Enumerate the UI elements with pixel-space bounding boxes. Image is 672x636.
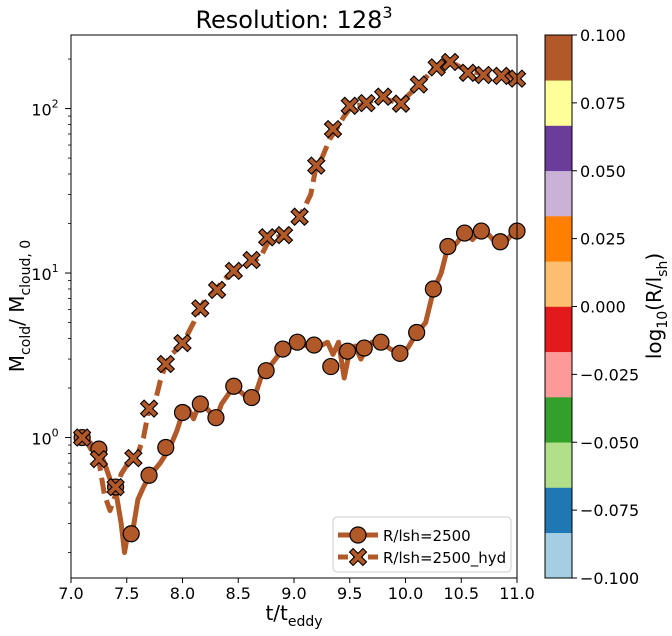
- data-point-circle: [472, 222, 490, 240]
- x-tick-label: 9.0: [281, 584, 306, 603]
- colorbar-segment: [545, 442, 572, 488]
- x-tick-label: 8.5: [226, 584, 251, 603]
- x-tick-label: 7.5: [114, 584, 139, 603]
- colorbar-tick-label: −0.100: [580, 569, 639, 588]
- data-point-x: [89, 449, 109, 469]
- x-axis-label: t/teddy: [265, 601, 322, 630]
- colorbar-segment: [545, 351, 572, 398]
- colorbar-segment: [545, 80, 572, 126]
- data-point-circle: [424, 280, 442, 298]
- data-point-circle: [305, 336, 323, 354]
- data-point-x: [274, 225, 294, 245]
- data-point-x: [156, 354, 176, 374]
- colorbar-segment: [545, 306, 572, 353]
- colorbar-tick-label: −0.050: [580, 433, 639, 452]
- x-tick-label: 10.5: [443, 584, 479, 603]
- x-tick-label: 11.0: [499, 584, 535, 603]
- legend-label: R/lsh=2500_hyd: [383, 549, 506, 568]
- x-tick-label: 8.0: [170, 584, 195, 603]
- y-axis: 100 101 102: [31, 58, 71, 553]
- colorbar-tick-label: 0.100: [580, 26, 626, 45]
- data-point-circle: [349, 526, 367, 544]
- data-point-circle: [355, 339, 373, 357]
- data-point-circle: [491, 233, 509, 251]
- data-point-x: [191, 299, 210, 318]
- data-point-x: [307, 156, 326, 175]
- data-point-x: [139, 399, 159, 418]
- data-point-x: [124, 448, 143, 468]
- data-point-x: [290, 207, 309, 226]
- data-point-x: [106, 477, 125, 497]
- data-point-x: [409, 75, 429, 94]
- data-point-circle: [122, 525, 140, 543]
- colorbar-tick-label: 0.000: [580, 298, 626, 317]
- y-axis-label: Mcold/ Mcloud, 0: [5, 240, 34, 372]
- data-point-circle: [225, 377, 243, 395]
- x-tick-label: 7.0: [58, 584, 83, 603]
- data-point-x: [427, 58, 446, 77]
- data-point-circle: [288, 333, 306, 351]
- data-point-circle: [391, 344, 409, 362]
- colorbar-segment: [545, 532, 572, 579]
- marker-layer: [72, 52, 527, 543]
- data-point-circle: [207, 409, 225, 427]
- data-point-x: [357, 93, 376, 113]
- data-point-circle: [372, 333, 390, 351]
- colorbar-tick-label: −0.025: [580, 365, 639, 384]
- data-point-circle: [257, 362, 275, 380]
- colorbar-label: log10(R/lsh): [642, 253, 671, 359]
- x-tick-label: 10.0: [388, 584, 424, 603]
- y-tick-label: 100: [31, 427, 58, 449]
- data-point-x: [257, 228, 277, 247]
- data-point-x: [391, 94, 411, 113]
- colorbar-segment: [545, 487, 572, 534]
- colorbar-segment: [545, 261, 572, 307]
- colorbar-tick-label: 0.050: [580, 162, 626, 181]
- data-point-x: [207, 280, 227, 300]
- data-point-circle: [408, 323, 426, 342]
- data-point-x: [72, 428, 92, 447]
- legend: R/lsh=2500 R/lsh=2500_hyd: [332, 516, 512, 573]
- colorbar-tick-label: 0.025: [580, 230, 626, 249]
- data-point-x: [340, 96, 360, 116]
- colorbar-segment: [545, 397, 572, 443]
- data-point-x: [474, 65, 493, 85]
- data-point-circle: [173, 403, 192, 422]
- x-axis: 7.0 7.5 8.0 8.5 9.0 9.5 10.0 10.5 11.0: [58, 578, 535, 603]
- colorbar-segment: [545, 125, 572, 172]
- data-point-x: [173, 333, 192, 353]
- colorbar-segment: [545, 170, 572, 217]
- data-point-x: [492, 66, 511, 86]
- data-point-x: [224, 261, 244, 281]
- data-point-circle: [274, 340, 292, 358]
- colorbar-segment: [545, 216, 572, 262]
- data-point-circle: [439, 237, 457, 256]
- data-point-x: [242, 250, 261, 270]
- colorbar-segment: [545, 35, 572, 81]
- data-point-circle: [157, 438, 175, 457]
- chart-title: Resolution: 1283: [195, 3, 392, 34]
- x-tick-label: 9.5: [337, 584, 362, 603]
- data-point-x: [458, 63, 478, 83]
- colorbar-tick-label: 0.075: [580, 94, 626, 113]
- legend-label: R/lsh=2500: [383, 527, 471, 545]
- data-point-circle: [191, 395, 209, 413]
- data-point-circle: [338, 342, 357, 360]
- y-tick-label: 101: [31, 262, 58, 284]
- colorbar: −0.100 −0.075 −0.050 −0.025 0.000 0.025 0.050 0…: [544, 26, 671, 588]
- colorbar-tick-label: −0.075: [580, 501, 639, 520]
- y-tick-label: 102: [31, 98, 58, 120]
- data-point-x: [323, 119, 343, 139]
- data-point-circle: [140, 466, 158, 484]
- data-point-x: [348, 547, 368, 567]
- data-point-circle: [455, 224, 474, 242]
- data-point-x: [440, 52, 460, 72]
- data-point-circle: [322, 357, 340, 376]
- data-point-x: [373, 87, 393, 106]
- data-point-circle: [243, 388, 261, 407]
